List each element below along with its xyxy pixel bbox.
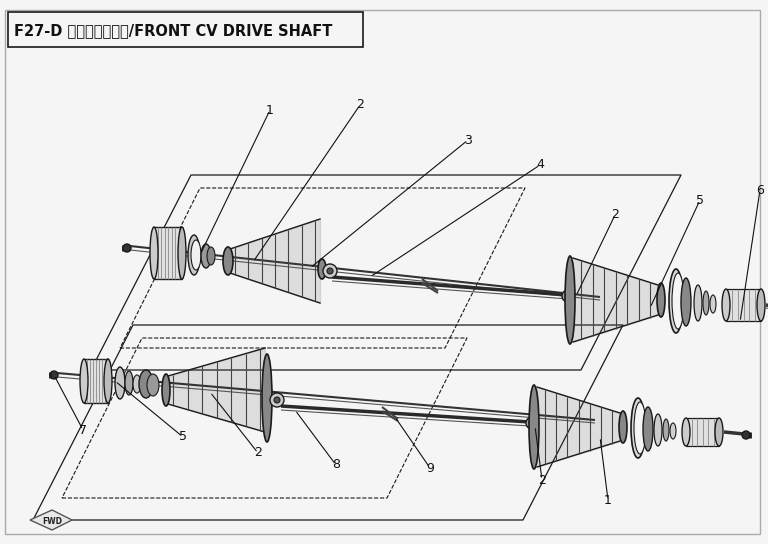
Circle shape (742, 431, 750, 439)
Circle shape (323, 264, 337, 278)
Circle shape (270, 393, 284, 407)
Ellipse shape (672, 273, 684, 329)
Circle shape (526, 417, 538, 429)
Ellipse shape (191, 240, 201, 270)
Bar (726, 289, 761, 321)
Ellipse shape (682, 418, 690, 446)
Text: 2: 2 (611, 208, 619, 221)
Ellipse shape (634, 402, 646, 454)
Text: 1: 1 (266, 103, 274, 116)
Ellipse shape (223, 247, 233, 275)
Ellipse shape (565, 256, 575, 344)
Ellipse shape (703, 291, 709, 315)
Circle shape (123, 244, 131, 252)
Text: FWD: FWD (42, 516, 62, 526)
Circle shape (529, 420, 535, 426)
Text: 5: 5 (179, 430, 187, 443)
Ellipse shape (619, 411, 627, 443)
Circle shape (274, 397, 280, 403)
Ellipse shape (657, 283, 665, 317)
Ellipse shape (147, 374, 159, 396)
Text: 2: 2 (356, 98, 364, 112)
Ellipse shape (710, 295, 716, 313)
Polygon shape (30, 510, 72, 530)
Ellipse shape (188, 235, 200, 275)
Text: 4: 4 (536, 158, 544, 171)
Text: 2: 2 (538, 473, 546, 486)
Ellipse shape (722, 289, 730, 321)
Ellipse shape (207, 247, 215, 265)
Ellipse shape (125, 371, 133, 395)
Ellipse shape (104, 359, 112, 403)
Ellipse shape (663, 419, 669, 441)
Ellipse shape (643, 407, 653, 451)
Circle shape (50, 371, 58, 379)
Ellipse shape (80, 359, 88, 403)
Ellipse shape (201, 244, 211, 268)
Bar (686, 418, 719, 446)
Ellipse shape (681, 278, 691, 326)
Ellipse shape (715, 418, 723, 446)
Text: 2: 2 (254, 447, 262, 460)
Text: 3: 3 (464, 133, 472, 146)
Ellipse shape (139, 370, 153, 398)
Bar (154, 227, 182, 279)
Ellipse shape (262, 354, 272, 442)
Text: 8: 8 (332, 459, 340, 472)
Bar (84, 359, 108, 403)
Ellipse shape (670, 423, 676, 439)
Circle shape (565, 293, 571, 299)
Circle shape (562, 290, 574, 302)
Ellipse shape (694, 285, 702, 321)
Ellipse shape (178, 227, 186, 279)
Ellipse shape (162, 374, 170, 406)
Text: 6: 6 (756, 183, 764, 196)
Circle shape (327, 268, 333, 274)
Text: F27-D 前桥等速传动轴/FRONT CV DRIVE SHAFT: F27-D 前桥等速传动轴/FRONT CV DRIVE SHAFT (14, 23, 333, 39)
Ellipse shape (757, 289, 765, 321)
Ellipse shape (654, 414, 662, 446)
Ellipse shape (669, 269, 683, 333)
Ellipse shape (150, 227, 158, 279)
Text: 5: 5 (696, 194, 704, 207)
Ellipse shape (115, 367, 125, 399)
Ellipse shape (133, 375, 141, 393)
Text: 7: 7 (79, 423, 87, 436)
Ellipse shape (631, 398, 645, 458)
Ellipse shape (318, 259, 326, 279)
Text: 9: 9 (426, 461, 434, 474)
Bar (8, 12, 363, 47)
Text: 1: 1 (604, 493, 612, 506)
Ellipse shape (529, 385, 539, 469)
